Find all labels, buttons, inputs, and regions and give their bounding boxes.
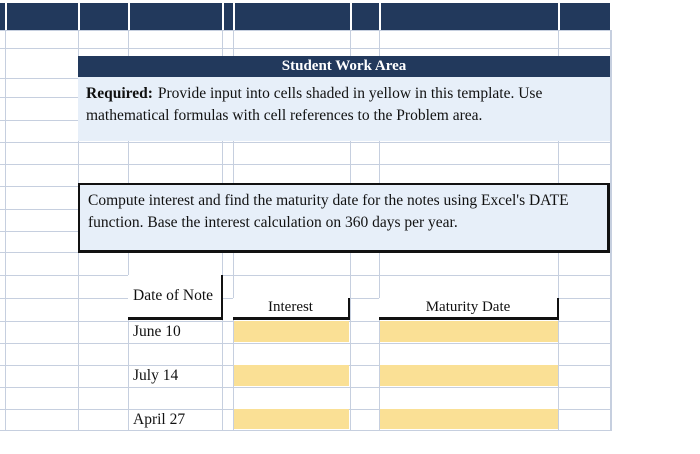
row-gridline (0, 164, 611, 165)
required-text: Provide input into cells shaded in yello… (86, 85, 543, 124)
row-gridline (0, 48, 611, 49)
maturity-date-input-cell-april-27[interactable] (380, 409, 558, 429)
student-work-area-header: Student Work Area (78, 56, 610, 77)
band-column-separator (128, 3, 130, 30)
row-gridline (0, 430, 611, 431)
required-label: Required: (86, 85, 153, 102)
column-gridline (610, 30, 612, 431)
interest-input-cell-april-27[interactable] (234, 409, 349, 429)
row-gridline (0, 30, 611, 31)
date-cell-april-27: April 27 (133, 411, 186, 428)
column-gridline (5, 30, 6, 431)
row-gridline (0, 387, 611, 388)
column-header-date-of-note: Date of Note (128, 275, 223, 320)
date-cell-june-10: June 10 (133, 323, 181, 340)
date-cell-july-14: July 14 (133, 367, 179, 384)
maturity-date-input-cell-july-14[interactable] (380, 365, 558, 386)
band-column-separator (222, 3, 224, 30)
interest-input-cell-june-10[interactable] (234, 321, 349, 342)
band-column-separator (379, 3, 381, 30)
compute-instructions-panel: Compute interest and find the maturity d… (78, 183, 610, 253)
row-gridline (0, 275, 611, 276)
interest-input-cell-july-14[interactable] (234, 365, 349, 386)
top-header-band (0, 3, 610, 30)
band-column-separator (5, 3, 7, 30)
column-header-interest: Interest (233, 298, 350, 320)
row-gridline (0, 343, 611, 344)
band-column-separator (233, 3, 235, 30)
row-gridline (0, 142, 611, 143)
column-header-maturity-date: Maturity Date (379, 298, 559, 320)
band-column-separator (78, 3, 80, 30)
required-instructions-panel: Required: Provide input into cells shaded… (78, 77, 610, 141)
maturity-date-input-cell-june-10[interactable] (380, 321, 558, 342)
band-column-separator (558, 3, 560, 30)
band-column-separator (350, 3, 352, 30)
